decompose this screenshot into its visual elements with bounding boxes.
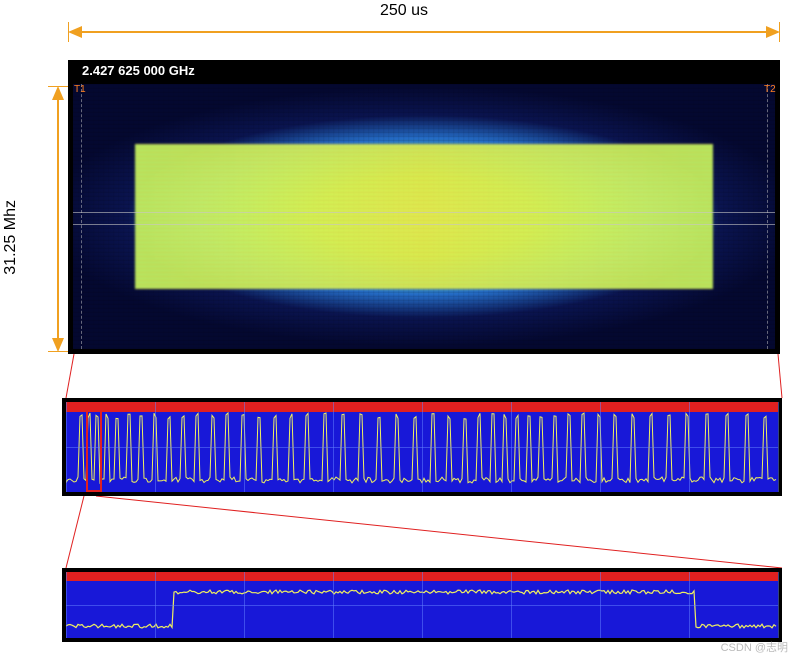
t1-label: T1 <box>74 84 86 95</box>
arrow-line-h <box>80 31 768 33</box>
zoom-line-1b <box>778 354 782 398</box>
arrow-tick-r <box>779 22 780 42</box>
freq-span-label: 31.25 Mhz <box>2 200 20 275</box>
center-freq-label: 2.427 625 000 GHz <box>82 63 195 78</box>
figure-root: 250 us 31.25 Mhz 2.427 625 000 GHz T1 T2 <box>0 0 798 659</box>
t2-marker <box>767 84 769 349</box>
time-domain-canvas <box>66 402 778 492</box>
arrow-tick-b <box>48 351 68 352</box>
watermark: CSDN @志明 <box>721 639 788 655</box>
zoom-highlight-box <box>86 410 102 492</box>
t1-marker <box>81 84 83 349</box>
t2-label: T2 <box>764 84 776 95</box>
arrow-tick-l <box>68 22 69 42</box>
freq-span-arrow <box>48 86 68 352</box>
arrow-tick-t <box>48 86 68 87</box>
arrow-line-v <box>57 98 59 340</box>
zoom-line-2b <box>96 496 782 568</box>
spectrogram-burst <box>135 144 713 289</box>
zoom-line-1a <box>66 354 74 398</box>
time-span-arrow <box>68 22 780 42</box>
arrow-right-head <box>766 26 780 38</box>
time-domain-panel <box>62 398 782 496</box>
single-burst-panel <box>62 568 782 642</box>
single-burst-canvas <box>66 572 778 638</box>
arrow-down-head <box>52 338 64 352</box>
center-line-2 <box>73 224 775 225</box>
center-line-1 <box>73 212 775 213</box>
spectrogram-panel <box>68 60 780 354</box>
time-span-label: 250 us <box>380 2 428 20</box>
spectrogram-heatmap <box>73 84 775 349</box>
zoom-line-2a <box>66 496 84 568</box>
